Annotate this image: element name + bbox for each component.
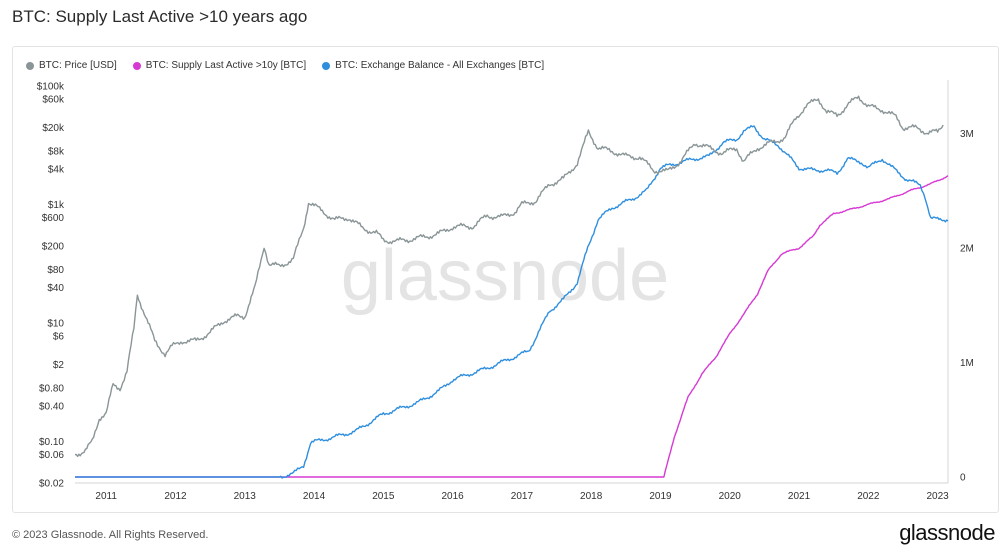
x-tick-label: 2016 (441, 491, 464, 502)
x-tick-label: 2023 (926, 491, 949, 502)
y-right-tick-label: 0 (960, 473, 966, 484)
y-left-tick-label: $600 (42, 213, 65, 224)
y-left-tick-label: $0.40 (39, 401, 64, 412)
y-right-tick-label: 1M (960, 358, 974, 369)
series-lines (74, 95, 949, 479)
y-left-tick-label: $2 (53, 360, 65, 371)
legend: BTC: Price [USD] BTC: Supply Last Active… (26, 60, 544, 71)
legend-label-exchange: BTC: Exchange Balance - All Exchanges [B… (335, 60, 545, 71)
y-left-tick-label: $60k (42, 95, 65, 106)
y-right-tick-label: 2M (960, 244, 974, 255)
legend-item-price[interactable]: BTC: Price [USD] (26, 60, 117, 71)
legend-item-supply[interactable]: BTC: Supply Last Active >10y [BTC] (132, 60, 307, 71)
x-tick-label: 2011 (95, 491, 117, 502)
y-left-tick-label: $0.02 (39, 479, 64, 490)
x-tick-label: 2017 (511, 491, 534, 502)
chart-title: BTC: Supply Last Active >10 years ago (12, 7, 308, 26)
legend-marker-exchange (322, 61, 331, 70)
series-line-exchange-balance (75, 125, 949, 479)
x-tick-label: 2013 (234, 491, 257, 502)
x-tick-label: 2012 (164, 491, 187, 502)
y-left-tick-label: $100k (37, 82, 65, 93)
legend-item-exchange[interactable]: BTC: Exchange Balance - All Exchanges [B… (322, 60, 544, 71)
y-left-tick-label: $0.10 (39, 437, 64, 448)
y-right-tick-label: 3M (960, 129, 974, 140)
y-left-tick-label: $0.80 (39, 384, 64, 395)
y-left-tick-label: $10 (47, 319, 64, 330)
chart-panel (12, 46, 999, 513)
copyright-text: © 2023 Glassnode. All Rights Reserved. (12, 529, 209, 541)
x-tick-label: 2022 (857, 491, 880, 502)
y-left-tick-label: $20k (42, 123, 65, 134)
y-left-tick-label: $200 (42, 241, 65, 252)
x-tick-label: 2014 (303, 491, 326, 502)
watermark: glassnode (341, 236, 669, 316)
x-axis-ticks: 2011 2012 2013 2014 2015 2016 2017 2018 2019 2020… (95, 491, 949, 502)
y-left-axis-ticks: $0.02 $0.06 $0.10 $0.40 $0.80 $2 $6 $10 $40 $80 $2… (37, 82, 65, 490)
y-left-tick-label: $1k (48, 200, 65, 211)
brand-logo: glassnode (899, 520, 995, 545)
y-left-tick-label: $80 (47, 265, 64, 276)
legend-label-supply: BTC: Supply Last Active >10y [BTC] (145, 60, 307, 71)
y-left-tick-label: $8k (48, 147, 65, 158)
x-tick-label: 2021 (788, 491, 811, 502)
x-tick-label: 2020 (719, 491, 742, 502)
series-line-price (74, 95, 944, 458)
series-line-supply-10y (75, 175, 949, 478)
y-right-axis-ticks: 0 1M 2M 3M (960, 129, 974, 483)
y-left-tick-label: $40 (47, 283, 64, 294)
y-left-tick-label: $0.06 (39, 450, 64, 461)
x-tick-label: 2015 (372, 491, 395, 502)
legend-label-price: BTC: Price [USD] (39, 60, 117, 71)
x-tick-label: 2019 (649, 491, 672, 502)
legend-marker-supply (132, 61, 141, 70)
legend-marker-price (26, 61, 34, 70)
x-tick-label: 2018 (580, 491, 603, 502)
y-left-tick-label: $6 (53, 332, 65, 343)
y-left-tick-label: $4k (48, 164, 65, 175)
